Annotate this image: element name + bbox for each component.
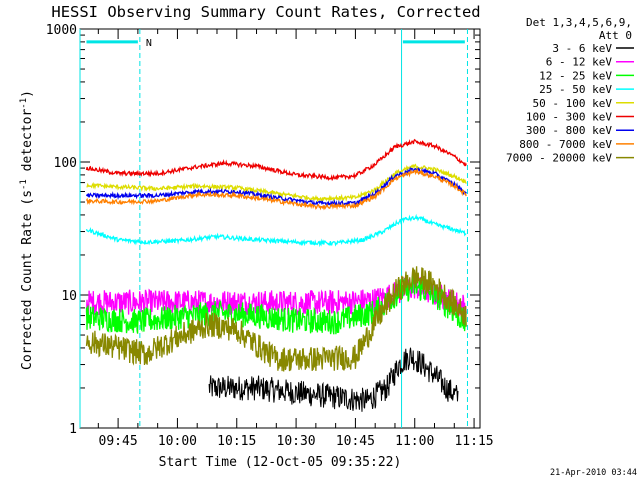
x-tick-label: 11:15 xyxy=(454,434,493,449)
y-tick-label: 100 xyxy=(54,156,77,171)
annotation-n: N xyxy=(146,38,152,49)
legend-label: 50 - 100 keV xyxy=(533,97,613,110)
x-tick-label: 09:45 xyxy=(99,434,138,449)
x-tick-label: 10:00 xyxy=(158,434,197,449)
y-tick-label: 1000 xyxy=(46,23,77,38)
legend-label: 25 - 50 keV xyxy=(539,83,612,96)
legend-label: 3 - 6 keV xyxy=(552,42,612,55)
timestamp-label: 21-Apr-2010 03:44 xyxy=(550,468,637,478)
x-tick-label: 10:45 xyxy=(336,434,375,449)
axis-ticks: 1 10 100 1000 09:45 10:00 10:15 10:30 10:45 11:00… xyxy=(46,23,494,449)
legend-label: 300 - 800 keV xyxy=(526,124,612,137)
legend-label: 800 - 7000 keV xyxy=(519,138,612,151)
y-axis-label: Corrected Count Rate (s-1 detector-1) xyxy=(19,90,35,370)
series-line xyxy=(208,347,459,412)
series-line xyxy=(85,168,467,211)
series-line xyxy=(85,138,467,182)
series-group xyxy=(85,138,467,412)
series-line xyxy=(85,266,467,372)
x-axis-label: Start Time (12-Oct-05 09:35:22) xyxy=(159,455,402,470)
y-tick-label: 10 xyxy=(61,289,77,304)
series-line xyxy=(85,274,467,335)
x-tick-label: 11:00 xyxy=(395,434,434,449)
legend-label: 6 - 12 keV xyxy=(546,56,613,69)
legend-label: 12 - 25 keV xyxy=(539,69,612,82)
y-tick-label: 1 xyxy=(69,422,77,437)
series-line xyxy=(85,213,467,248)
legend-label: 100 - 300 keV xyxy=(526,111,612,124)
legend-label: 7000 - 20000 keV xyxy=(506,152,612,165)
series-line xyxy=(86,163,467,204)
chart-title: HESSI Observing Summary Count Rates, Cor… xyxy=(51,3,480,21)
x-tick-label: 10:30 xyxy=(277,434,316,449)
legend-header: Det 1,3,4,5,6,9, xyxy=(526,16,632,29)
x-tick-label: 10:15 xyxy=(217,434,256,449)
legend-header: Att 0 xyxy=(599,29,632,42)
